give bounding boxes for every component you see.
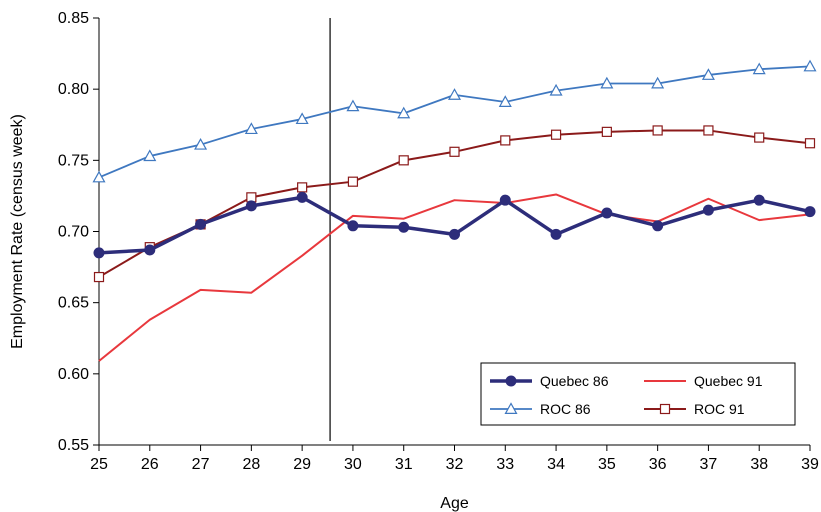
axes: 0.55 0.60 0.65 0.70 0.75 0.80 0.85 25 26 27 28 29 30… — [58, 10, 819, 473]
circle-marker — [144, 244, 156, 256]
series-line — [98, 193, 811, 362]
triangle-marker — [600, 76, 614, 89]
x-tick-label: 34 — [547, 456, 565, 473]
legend-label: ROC 91 — [694, 401, 745, 417]
x-tick-label: 30 — [344, 456, 362, 473]
legend-entry: ROC 86 — [490, 401, 591, 417]
x-tick-label: 32 — [446, 456, 464, 473]
triangle-marker — [92, 170, 106, 183]
triangle-marker — [701, 68, 715, 80]
series-roc-91 — [93, 125, 816, 283]
series-quebec-86 — [93, 191, 816, 259]
triangle-marker — [346, 99, 360, 112]
y-tick-label: 0.55 — [58, 437, 89, 454]
square-marker — [601, 126, 612, 137]
circle-marker — [398, 221, 410, 233]
triangle-marker — [549, 83, 563, 96]
legend-entry: Quebec 86 — [490, 373, 609, 389]
triangle-marker — [651, 76, 665, 89]
x-tick-label: 38 — [750, 456, 768, 473]
square-marker — [550, 129, 562, 140]
series-roc-86 — [92, 59, 817, 183]
square-marker — [652, 125, 663, 136]
series-line — [98, 65, 811, 179]
triangle-marker — [194, 137, 208, 150]
x-tick-label: 39 — [801, 456, 819, 473]
y-tick-label: 0.80 — [58, 81, 89, 98]
x-tick-label: 25 — [90, 456, 108, 473]
y-tick-label: 0.85 — [58, 10, 89, 27]
legend-label: Quebec 86 — [540, 373, 609, 389]
square-marker — [500, 135, 511, 146]
square-marker — [659, 403, 671, 415]
series-quebec-91 — [98, 193, 811, 362]
circle-marker — [652, 220, 664, 232]
x-tick-label: 29 — [293, 456, 311, 473]
y-axis-title: Employment Rate (census week) — [9, 114, 26, 349]
square-marker — [93, 271, 105, 283]
circle-marker — [449, 228, 460, 240]
circle-marker — [753, 194, 765, 206]
legend-entry: ROC 91 — [644, 401, 745, 417]
legend-entry: Quebec 91 — [644, 373, 763, 389]
circle-marker — [550, 228, 562, 240]
x-axis-title: Age — [440, 495, 469, 512]
legend-box — [480, 362, 796, 426]
y-tick-label: 0.65 — [58, 295, 89, 312]
triangle-marker — [143, 149, 157, 162]
circle-marker — [245, 200, 257, 212]
circle-marker — [702, 204, 714, 216]
y-tick-label: 0.75 — [58, 152, 89, 169]
circle-marker — [195, 218, 207, 230]
x-tick-label: 27 — [192, 456, 210, 473]
triangle-marker — [752, 62, 766, 75]
circle-marker — [347, 220, 359, 232]
x-tick-label: 37 — [700, 456, 718, 473]
circle-marker — [296, 191, 308, 203]
triangle-marker — [498, 95, 512, 107]
x-tick-label: 31 — [395, 456, 413, 473]
circle-marker — [93, 247, 105, 259]
legend-label: Quebec 91 — [694, 373, 763, 389]
y-tick-label: 0.70 — [58, 224, 89, 241]
triangle-marker — [295, 112, 309, 125]
triangle-marker — [803, 59, 817, 72]
y-tick-label: 0.60 — [58, 366, 89, 383]
square-marker — [703, 125, 714, 136]
x-tick-label: 36 — [649, 456, 667, 473]
square-marker — [398, 155, 409, 166]
circle-marker — [505, 375, 517, 387]
x-tick-label: 26 — [141, 456, 159, 473]
square-marker — [297, 182, 308, 193]
square-marker — [754, 132, 765, 143]
x-tick-label: 33 — [496, 456, 514, 473]
triangle-marker — [447, 88, 462, 100]
legend-label: ROC 86 — [540, 401, 591, 417]
circle-marker — [601, 207, 613, 219]
circle-marker — [499, 194, 511, 206]
series-layer — [92, 59, 817, 362]
x-tick-label: 35 — [598, 456, 616, 473]
x-tick-label: 28 — [242, 456, 260, 473]
triangle-marker — [244, 122, 258, 135]
square-marker — [347, 176, 359, 187]
square-marker — [449, 146, 460, 157]
square-marker — [804, 138, 816, 149]
triangle-marker — [397, 106, 411, 119]
circle-marker — [804, 206, 816, 218]
triangle-marker — [504, 402, 518, 414]
legend: Quebec 86 Quebec 91 ROC 86 ROC 91 — [480, 362, 796, 426]
